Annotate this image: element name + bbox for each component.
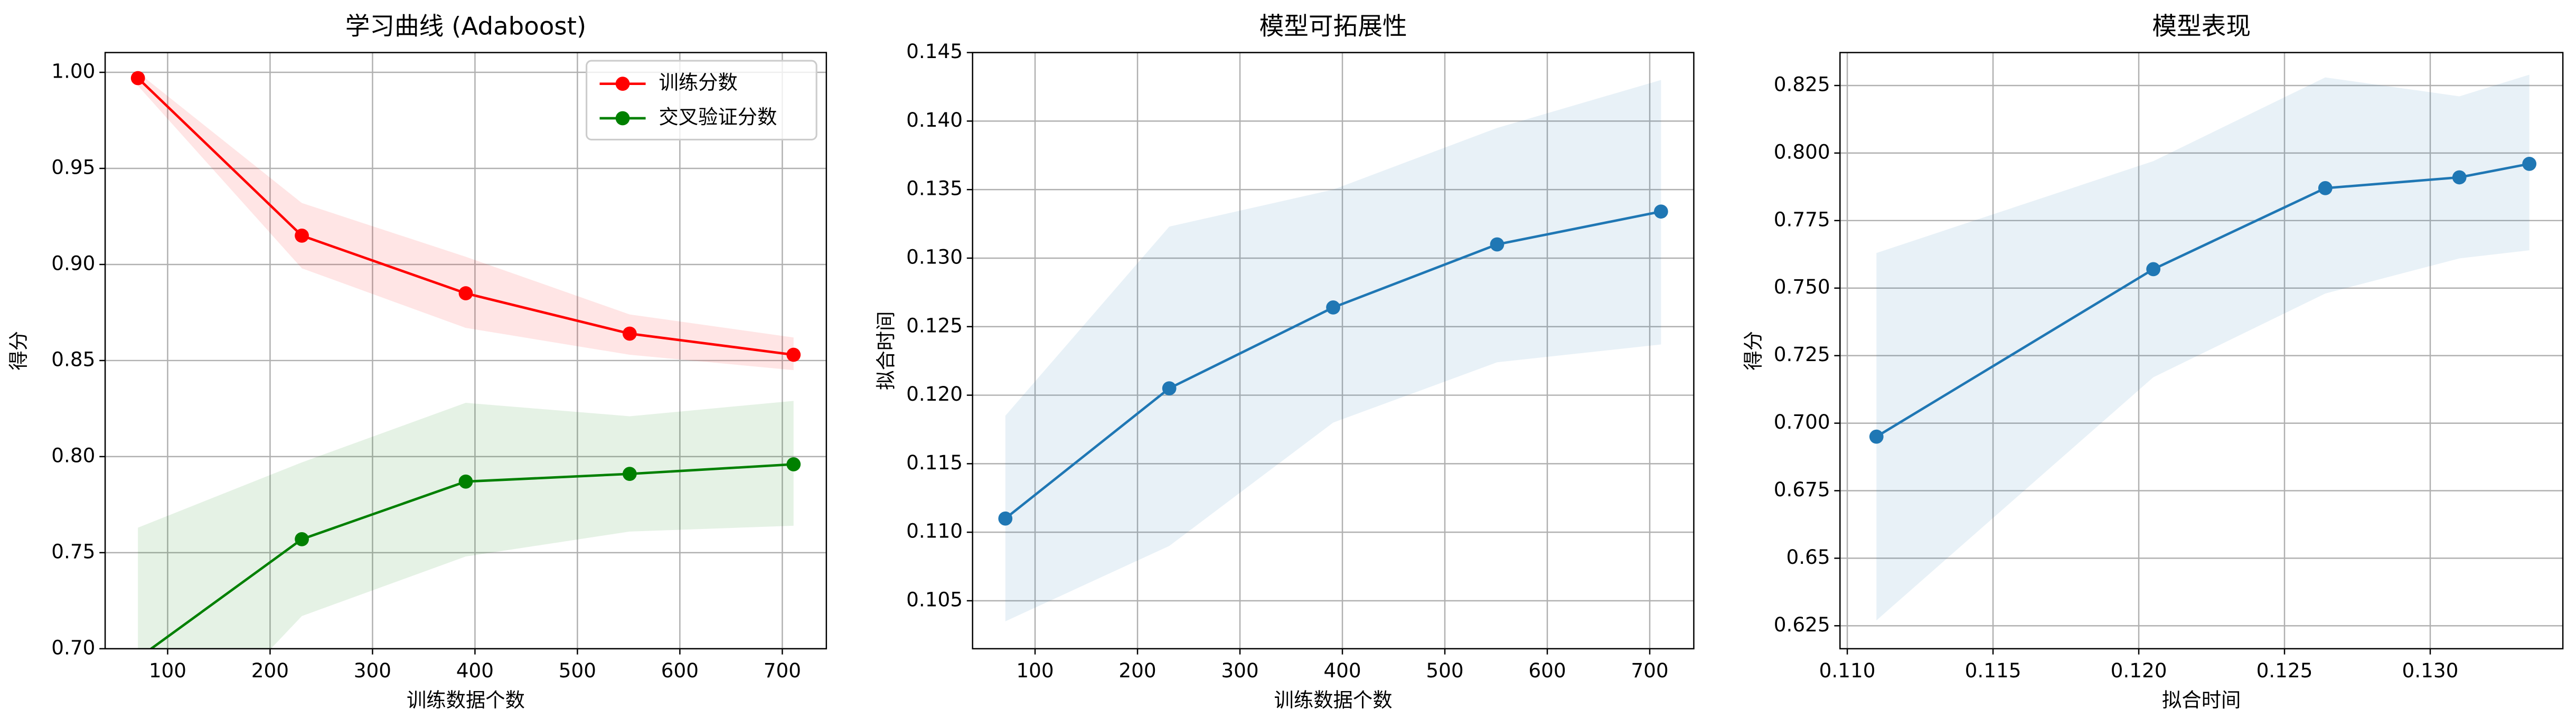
- x-tick-label: 500: [1426, 659, 1463, 682]
- legend-box: [586, 60, 817, 140]
- legend-marker: [615, 111, 630, 126]
- y-tick-label: 0.125: [906, 314, 963, 337]
- y-tick-label: 0.115: [906, 451, 963, 474]
- y-tick-label: 0.725: [1774, 343, 1830, 366]
- point: [622, 326, 637, 341]
- x-tick-label: 600: [661, 659, 699, 682]
- plot-area: [998, 80, 1668, 621]
- point: [786, 347, 801, 362]
- x-tick-label: 300: [1221, 659, 1258, 682]
- chart-panel: 学习曲线 (Adaboost) 训练数据个数 得分 100 200 300 400 500 60…: [7, 12, 828, 712]
- y-tick-label: 0.775: [1774, 207, 1830, 231]
- point: [2146, 262, 2161, 277]
- point: [131, 651, 145, 666]
- x-tick-label: 100: [149, 659, 186, 682]
- point: [130, 71, 145, 86]
- point: [458, 286, 473, 300]
- band: [1876, 74, 2530, 621]
- x-tick-label: 500: [559, 659, 596, 682]
- y-axis-label: 得分: [1742, 331, 1765, 371]
- chart-title: 模型表现: [2152, 12, 2251, 41]
- y-tick-label: 0.85: [51, 347, 95, 371]
- x-tick-label: 700: [1631, 659, 1668, 682]
- point: [2318, 181, 2333, 195]
- y-tick-label: 0.800: [1774, 140, 1830, 163]
- x-tick-label: 0.130: [2402, 659, 2459, 682]
- plot-area: [130, 71, 801, 666]
- y-tick-label: 0.80: [51, 443, 95, 467]
- point: [1162, 381, 1177, 395]
- point: [1326, 300, 1340, 315]
- x-tick-label: 600: [1528, 659, 1566, 682]
- y-axis-label: 得分: [7, 331, 30, 371]
- chart-title: 模型可拓展性: [1259, 12, 1407, 41]
- axes-frame: [972, 52, 1695, 650]
- x-axis-label: 训练数据个数: [1274, 688, 1393, 712]
- y-tick-label: 0.120: [906, 382, 963, 405]
- x-axis-label: 拟合时间: [2162, 688, 2241, 712]
- chart-title: 学习曲线 (Adaboost): [345, 12, 586, 41]
- y-tick-label: 0.70: [51, 636, 95, 659]
- x-tick-label: 300: [354, 659, 391, 682]
- legend-marker: [615, 77, 630, 91]
- point: [998, 511, 1013, 526]
- point: [2522, 156, 2537, 171]
- point: [622, 467, 637, 481]
- y-tick-label: 0.625: [1774, 613, 1830, 636]
- y-tick-label: 0.110: [906, 519, 963, 543]
- plot-area: [1869, 74, 2537, 621]
- y-tick-label: 0.75: [51, 540, 95, 563]
- point: [1653, 204, 1668, 219]
- legend-label: 交叉验证分数: [659, 105, 777, 128]
- x-tick-label: 0.110: [1819, 659, 1876, 682]
- y-tick-label: 0.65: [1786, 545, 1830, 569]
- y-tick-label: 0.90: [51, 251, 95, 275]
- legend-label: 训练分数: [659, 71, 737, 94]
- point: [295, 532, 309, 546]
- y-tick-label: 0.675: [1774, 478, 1830, 501]
- y-tick-label: 0.145: [906, 40, 963, 63]
- y-tick-label: 0.95: [51, 156, 95, 179]
- band: [1005, 80, 1661, 621]
- y-tick-label: 0.130: [906, 245, 963, 268]
- x-tick-label: 200: [1118, 659, 1156, 682]
- x-tick-label: 0.125: [2257, 659, 2313, 682]
- x-tick-label: 100: [1016, 659, 1054, 682]
- x-tick-label: 0.120: [2111, 659, 2167, 682]
- point: [1869, 429, 1884, 444]
- y-tick-label: 0.750: [1774, 275, 1830, 298]
- y-tick-label: 0.700: [1774, 410, 1830, 433]
- x-tick-label: 400: [456, 659, 494, 682]
- y-axis-label: 拟合时间: [874, 311, 897, 390]
- x-tick-label: 400: [1323, 659, 1361, 682]
- point: [1490, 237, 1505, 252]
- y-tick-label: 0.825: [1774, 72, 1830, 96]
- axes-frame: [104, 52, 828, 650]
- y-tick-label: 0.135: [906, 177, 963, 200]
- y-tick-label: 0.105: [906, 588, 963, 611]
- axes-frame: [1839, 52, 2564, 650]
- point: [786, 457, 801, 471]
- y-tick-label: 0.140: [906, 108, 963, 131]
- point: [2452, 170, 2467, 185]
- band: [138, 401, 794, 649]
- point: [295, 229, 309, 243]
- x-tick-label: 0.115: [1965, 659, 2022, 682]
- y-tick-label: 1.00: [51, 60, 95, 83]
- x-tick-label: 200: [251, 659, 289, 682]
- band: [138, 72, 794, 371]
- point: [458, 474, 473, 489]
- x-tick-label: 700: [764, 659, 801, 682]
- x-axis-label: 训练数据个数: [407, 688, 525, 712]
